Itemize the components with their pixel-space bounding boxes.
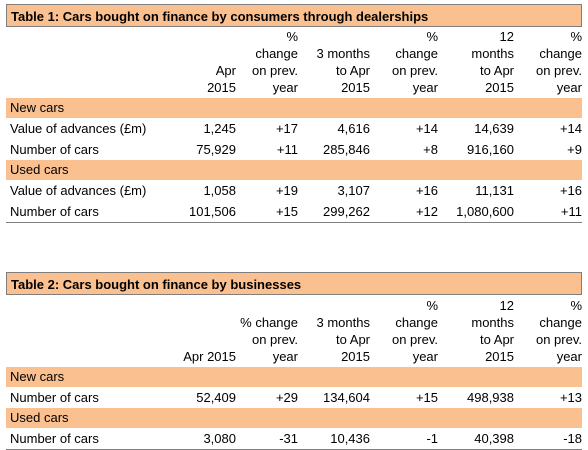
table-cell: 10,436 <box>330 431 370 446</box>
table-cell: +14 <box>559 121 582 136</box>
col-header-12-months: 12 months to Apr 2015 <box>471 298 514 364</box>
table-cell: 134,604 <box>323 390 370 405</box>
table-cell: 4,616 <box>337 121 370 136</box>
table-cell: +19 <box>275 183 298 198</box>
table-cell: 299,262 <box>323 204 370 219</box>
col-header-3-months: 3 months to Apr 2015 <box>316 315 370 364</box>
row-label: Number of cars <box>10 431 99 446</box>
table-cell: 52,409 <box>196 390 236 405</box>
table-title: Table 1: Cars bought on finance by consu… <box>6 4 582 27</box>
table-row: Value of advances (£m) 1,058 +19 3,107 +… <box>6 180 582 201</box>
table-cell: 14,639 <box>474 121 514 136</box>
table-cell: +9 <box>567 142 582 157</box>
col-header-pct-change: % change on prev. year <box>391 298 438 364</box>
consumer-finance-table: Table 1: Cars bought on finance by consu… <box>6 4 582 223</box>
table-row: Number of cars 101,506 +15 299,262 +12 1… <box>6 201 582 223</box>
col-header-apr: Apr 2015 <box>207 63 236 95</box>
row-label: Number of cars <box>10 390 99 405</box>
table-cell: +12 <box>415 204 438 219</box>
row-label: Value of advances (£m) <box>10 121 147 136</box>
table-title: Table 2: Cars bought on finance by busin… <box>6 272 582 295</box>
section-header-used-cars: Used cars <box>6 160 582 180</box>
table-cell: 3,107 <box>337 183 370 198</box>
row-label: Value of advances (£m) <box>10 183 147 198</box>
col-header-pct-change: % change on prev. year <box>535 298 582 364</box>
col-header-12-months: 12 months to Apr 2015 <box>471 29 514 95</box>
table-cell: 101,506 <box>189 204 236 219</box>
table-cell: +11 <box>276 142 298 157</box>
table-cell: +14 <box>415 121 438 136</box>
row-label: Number of cars <box>10 204 99 219</box>
col-header-pct-change: % change on prev. year <box>240 315 298 364</box>
table-cell: 1,245 <box>203 121 236 136</box>
row-label: Number of cars <box>10 142 99 157</box>
table-cell: 75,929 <box>196 142 236 157</box>
table-cell: +8 <box>423 142 438 157</box>
table-cell: +13 <box>559 390 582 405</box>
table-header: Apr 2015 % change on prev. year 3 months… <box>6 27 582 98</box>
table-cell: -31 <box>279 431 298 446</box>
col-header-3-months: 3 months to Apr 2015 <box>316 46 370 95</box>
table-row: Value of advances (£m) 1,245 +17 4,616 +… <box>6 118 582 139</box>
section-header-new-cars: New cars <box>6 367 582 387</box>
table-cell: -1 <box>426 431 438 446</box>
table-cell: +29 <box>275 390 298 405</box>
table-row: Number of cars 52,409 +29 134,604 +15 49… <box>6 387 582 408</box>
table-row: Number of cars 3,080 -31 10,436 -1 40,39… <box>6 428 582 450</box>
table-cell: +17 <box>275 121 298 136</box>
section-header-new-cars: New cars <box>6 98 582 118</box>
col-header-pct-change: % change on prev. year <box>391 29 438 95</box>
table-cell: 285,846 <box>323 142 370 157</box>
col-header-apr-2015: Apr 2015 <box>183 349 236 364</box>
table-row: Number of cars 75,929 +11 285,846 +8 916… <box>6 139 582 160</box>
business-finance-table: Table 2: Cars bought on finance by busin… <box>6 272 582 450</box>
table-cell: +15 <box>415 390 438 405</box>
table-cell: 11,131 <box>475 183 514 198</box>
table-cell: 3,080 <box>203 431 236 446</box>
table-cell: +11 <box>560 204 582 219</box>
table-header: Apr 2015 % change on prev. year 3 months… <box>6 295 582 367</box>
table-cell: 916,160 <box>467 142 514 157</box>
table-cell: +16 <box>415 183 438 198</box>
table-cell: 1,058 <box>203 183 236 198</box>
section-header-used-cars: Used cars <box>6 408 582 428</box>
table-cell: 1,080,600 <box>456 204 514 219</box>
col-header-pct-change: % change on prev. year <box>251 29 298 95</box>
table-cell: 498,938 <box>467 390 514 405</box>
table-cell: 40,398 <box>474 431 514 446</box>
table-cell: -18 <box>563 431 582 446</box>
table-cell: +16 <box>559 183 582 198</box>
col-header-pct-change: % change on prev. year <box>535 29 582 95</box>
table-cell: +15 <box>275 204 298 219</box>
